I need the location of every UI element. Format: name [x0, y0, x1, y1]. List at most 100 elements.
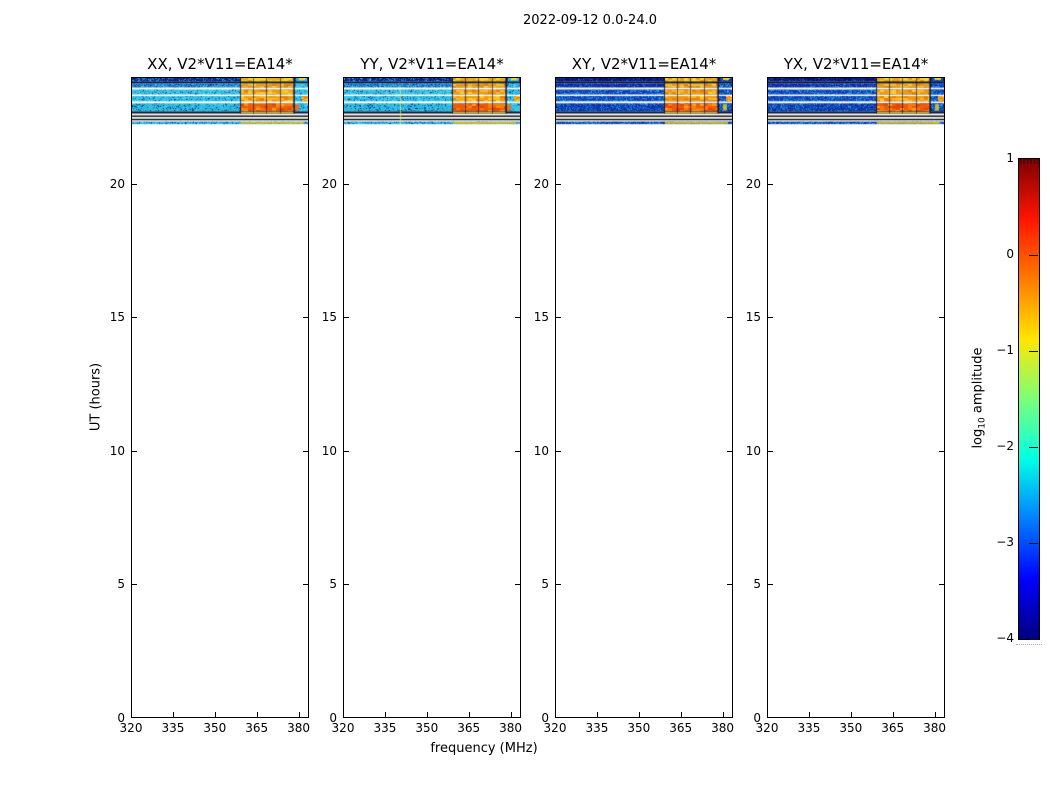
x-tick-mark — [639, 712, 641, 717]
x-tick-label: 335 — [373, 721, 397, 735]
y-tick-mark — [727, 584, 732, 586]
colorbar-bottom-dots — [1016, 644, 1042, 645]
colorbar-tick-mark — [1029, 254, 1038, 256]
x-tick-label: 335 — [161, 721, 185, 735]
x-tick-mark — [385, 712, 387, 717]
colorbar-label-sub: 10 — [977, 417, 988, 429]
y-tick-label: 10 — [321, 443, 337, 458]
colorbar-top-hatch — [1020, 159, 1038, 164]
y-tick-label: 5 — [753, 577, 761, 592]
y-tick-label: 20 — [321, 176, 337, 191]
y-tick-mark — [727, 317, 732, 319]
y-tick-mark — [344, 183, 349, 185]
y-tick-mark — [768, 450, 773, 452]
panel-XX — [131, 77, 309, 718]
y-tick-label: 0 — [329, 711, 337, 725]
y-tick-label: 15 — [745, 310, 761, 325]
x-tick-label: 335 — [585, 721, 609, 735]
spectrogram-XX — [132, 78, 308, 125]
spectrogram-YX — [768, 78, 944, 125]
y-tick-mark — [132, 317, 137, 319]
y-tick-label: 0 — [541, 711, 549, 725]
y-tick-label: 0 — [117, 711, 125, 725]
colorbar — [1018, 158, 1040, 640]
y-tick-mark — [344, 450, 349, 452]
y-tick-label: 10 — [745, 443, 761, 458]
x-tick-mark — [427, 712, 429, 717]
panel-title-YX: YX, V2*V11=EA14* — [783, 55, 929, 73]
panel-XY — [555, 77, 733, 718]
x-tick-mark — [723, 712, 725, 717]
x-tick-label: 335 — [797, 721, 821, 735]
x-tick-label: 320 — [119, 721, 143, 735]
y-tick-mark — [556, 183, 561, 185]
x-tick-label: 320 — [543, 721, 567, 735]
y-tick-mark — [515, 450, 520, 452]
colorbar-tick-label: −4 — [996, 631, 1014, 645]
x-tick-mark — [681, 712, 683, 717]
x-tick-label: 365 — [245, 721, 269, 735]
x-tick-label: 380 — [711, 721, 735, 735]
x-tick-mark — [469, 712, 471, 717]
y-axis-label: UT (hours) — [88, 362, 104, 432]
y-tick-mark — [515, 584, 520, 586]
x-tick-label: 365 — [457, 721, 481, 735]
spectrogram-YY — [344, 78, 520, 125]
figure-title: 2022-09-12 0.0-24.0 — [523, 13, 657, 28]
y-tick-mark — [515, 317, 520, 319]
y-tick-mark — [556, 450, 561, 452]
y-tick-label: 20 — [745, 176, 761, 191]
y-tick-mark — [768, 183, 773, 185]
x-tick-label: 320 — [755, 721, 779, 735]
y-tick-mark — [939, 317, 944, 319]
x-tick-label: 350 — [627, 721, 651, 735]
y-tick-label: 5 — [329, 577, 337, 592]
panel-title-XX: XX, V2*V11=EA14* — [147, 55, 293, 73]
y-tick-mark — [556, 317, 561, 319]
y-tick-mark — [344, 584, 349, 586]
x-tick-label: 365 — [881, 721, 905, 735]
colorbar-tick-label: 1 — [1006, 151, 1014, 165]
y-tick-mark — [303, 450, 308, 452]
y-tick-label: 15 — [533, 310, 549, 325]
y-tick-label: 10 — [533, 443, 549, 458]
colorbar-tick-label: −1 — [996, 343, 1014, 357]
y-tick-mark — [515, 183, 520, 185]
x-tick-label: 365 — [669, 721, 693, 735]
x-tick-label: 350 — [203, 721, 227, 735]
y-tick-mark — [344, 317, 349, 319]
x-tick-mark — [257, 712, 259, 717]
colorbar-label-main: log — [970, 428, 986, 449]
x-tick-mark — [851, 712, 853, 717]
y-tick-mark — [768, 584, 773, 586]
colorbar-tick-mark — [1029, 638, 1038, 640]
colorbar-tick-label: 0 — [1006, 247, 1014, 261]
panel-YY — [343, 77, 521, 718]
colorbar-tick-mark — [1029, 350, 1038, 352]
x-tick-mark — [597, 712, 599, 717]
y-tick-mark — [768, 317, 773, 319]
panel-title-XY: XY, V2*V11=EA14* — [571, 55, 717, 73]
x-tick-label: 380 — [287, 721, 311, 735]
y-tick-label: 20 — [109, 176, 125, 191]
y-tick-mark — [303, 183, 308, 185]
y-tick-mark — [132, 584, 137, 586]
y-tick-label: 10 — [109, 443, 125, 458]
x-axis-label: frequency (MHz) — [430, 741, 538, 756]
x-tick-label: 350 — [839, 721, 863, 735]
y-tick-mark — [303, 317, 308, 319]
colorbar-tick-label: −2 — [996, 439, 1014, 453]
y-tick-mark — [727, 450, 732, 452]
colorbar-label-rest: amplitude — [970, 347, 986, 418]
y-tick-mark — [939, 183, 944, 185]
y-tick-label: 15 — [109, 310, 125, 325]
y-tick-mark — [939, 584, 944, 586]
colorbar-tick-mark — [1029, 542, 1038, 544]
x-tick-mark — [809, 712, 811, 717]
x-tick-mark — [299, 712, 301, 717]
x-tick-label: 380 — [499, 721, 523, 735]
colorbar-tick-mark — [1029, 446, 1038, 448]
y-tick-label: 5 — [117, 577, 125, 592]
y-tick-mark — [939, 450, 944, 452]
